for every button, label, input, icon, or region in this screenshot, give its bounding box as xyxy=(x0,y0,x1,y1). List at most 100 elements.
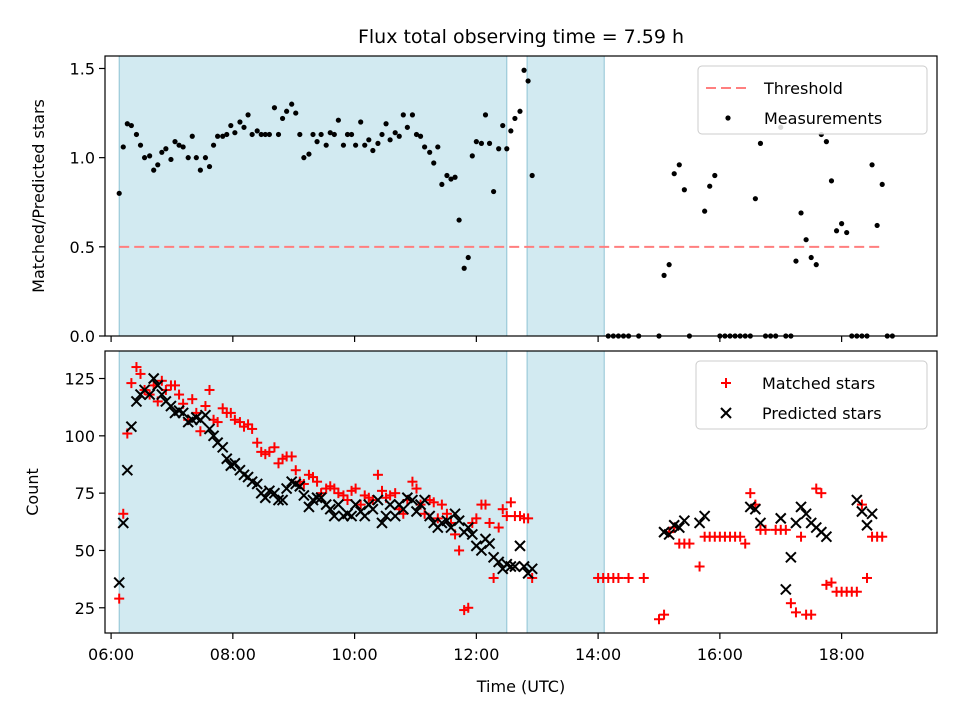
matched-star-point xyxy=(118,508,129,519)
observing-interval xyxy=(118,55,508,337)
matched-star-point xyxy=(390,488,401,499)
measurement-point xyxy=(473,139,479,145)
matched-star-point xyxy=(290,465,301,476)
predicted-star-point xyxy=(795,501,807,513)
predicted-star-point xyxy=(276,494,289,506)
measurement-point xyxy=(318,131,324,138)
matched-star-point xyxy=(623,572,634,583)
matched-star-point xyxy=(286,451,297,462)
y-tick-label: 75 xyxy=(75,484,95,503)
measurement-point xyxy=(874,222,880,229)
predicted-star-point xyxy=(349,498,362,511)
matched-star-point xyxy=(740,538,751,549)
matched-star-point xyxy=(653,614,664,625)
predicted-star-point xyxy=(152,379,164,392)
matched-star-point xyxy=(454,545,465,556)
matched-star-point xyxy=(463,602,474,613)
measurement-point xyxy=(500,122,506,129)
matched-star-point xyxy=(229,414,240,425)
measurement-point xyxy=(245,112,251,118)
predicted-star-point xyxy=(221,453,233,465)
measurement-point xyxy=(496,146,502,152)
measurement-point xyxy=(370,147,376,154)
measurement-point xyxy=(379,131,385,138)
observing-intervals-top xyxy=(118,55,605,337)
predicted-star-point xyxy=(251,478,263,490)
observing-intervals-bottom xyxy=(118,350,605,634)
predicted-star-point xyxy=(315,492,327,504)
predicted-star-point xyxy=(328,510,341,522)
measurement-point xyxy=(396,133,402,139)
measurement-point xyxy=(833,228,840,234)
predicted-star-point xyxy=(259,492,272,504)
measurement-point xyxy=(448,176,454,182)
legend-entry: Predicted stars xyxy=(762,404,882,423)
observing-interval xyxy=(526,350,605,634)
matched-star-point xyxy=(441,508,452,519)
measurement-point xyxy=(452,174,458,180)
matched-star-point xyxy=(355,499,366,510)
predicted-star-point xyxy=(449,508,461,520)
measurement-point xyxy=(301,155,307,161)
measurement-point xyxy=(279,115,286,122)
measurement-point xyxy=(375,140,381,146)
matched-star-point xyxy=(252,437,263,448)
x-tick-label: 14:00 xyxy=(575,645,621,664)
measurement-point xyxy=(793,258,799,264)
measurement-point xyxy=(275,131,282,138)
predicted-star-point xyxy=(423,510,436,522)
measurement-point xyxy=(159,149,165,155)
matched-star-point xyxy=(376,485,387,496)
matched-star-point xyxy=(851,586,862,597)
matched-star-point xyxy=(372,469,383,480)
y-tick-label: 25 xyxy=(75,599,95,618)
predicted-star-point xyxy=(509,560,521,573)
matched-star-point xyxy=(684,538,695,549)
y-tick-label: 1.0 xyxy=(70,149,95,168)
measurement-point xyxy=(237,119,243,125)
predicted-star-point xyxy=(280,482,293,495)
predicted-star-point xyxy=(749,503,762,515)
predicted-star-point xyxy=(384,498,396,511)
measurement-point xyxy=(197,167,203,173)
measurement-point xyxy=(702,208,708,214)
measurement-point xyxy=(323,142,329,148)
measurement-point xyxy=(180,144,186,150)
predicted-star-point xyxy=(294,480,306,492)
measurement-point xyxy=(193,155,199,161)
predicted-star-point xyxy=(332,498,345,511)
matched-star-point xyxy=(436,499,447,510)
matched-star-point xyxy=(523,513,534,524)
count-y-ticks: 25 50 75 100 125 xyxy=(64,370,105,618)
ratio-y-axis-label: Matched/Predicted stars xyxy=(29,99,48,293)
measurement-point xyxy=(404,124,410,130)
predicted-star-point xyxy=(698,510,711,522)
observing-interval xyxy=(118,350,508,634)
measurement-point xyxy=(228,122,234,129)
ratio-y-ticks: 0.0 0.5 1.0 1.5 xyxy=(70,59,105,346)
matched-star-point xyxy=(385,490,396,501)
predicted-star-point xyxy=(216,441,229,453)
matched-star-point xyxy=(204,384,215,395)
matched-star-point xyxy=(126,378,137,389)
legend-entry: Measurements xyxy=(764,109,882,128)
matched-star-point xyxy=(411,483,422,494)
measurement-point xyxy=(504,146,510,152)
measurement-point xyxy=(215,133,221,139)
measurement-point xyxy=(525,78,531,84)
predicted-star-point xyxy=(418,494,431,506)
measurement-point xyxy=(358,119,364,125)
predicted-star-point xyxy=(143,388,156,401)
predicted-star-point xyxy=(397,503,410,515)
measurement-point xyxy=(707,183,713,189)
measurement-point xyxy=(344,131,351,138)
measurement-point xyxy=(202,155,209,161)
predicted-star-point xyxy=(121,464,134,476)
measurement-point xyxy=(163,146,169,152)
predicted-star-point xyxy=(272,494,285,506)
predicted-star-point xyxy=(177,407,189,419)
matched-star-point xyxy=(659,609,670,620)
measurement-point xyxy=(254,128,260,134)
measurement-point xyxy=(362,142,368,148)
measurement-point xyxy=(417,133,424,139)
